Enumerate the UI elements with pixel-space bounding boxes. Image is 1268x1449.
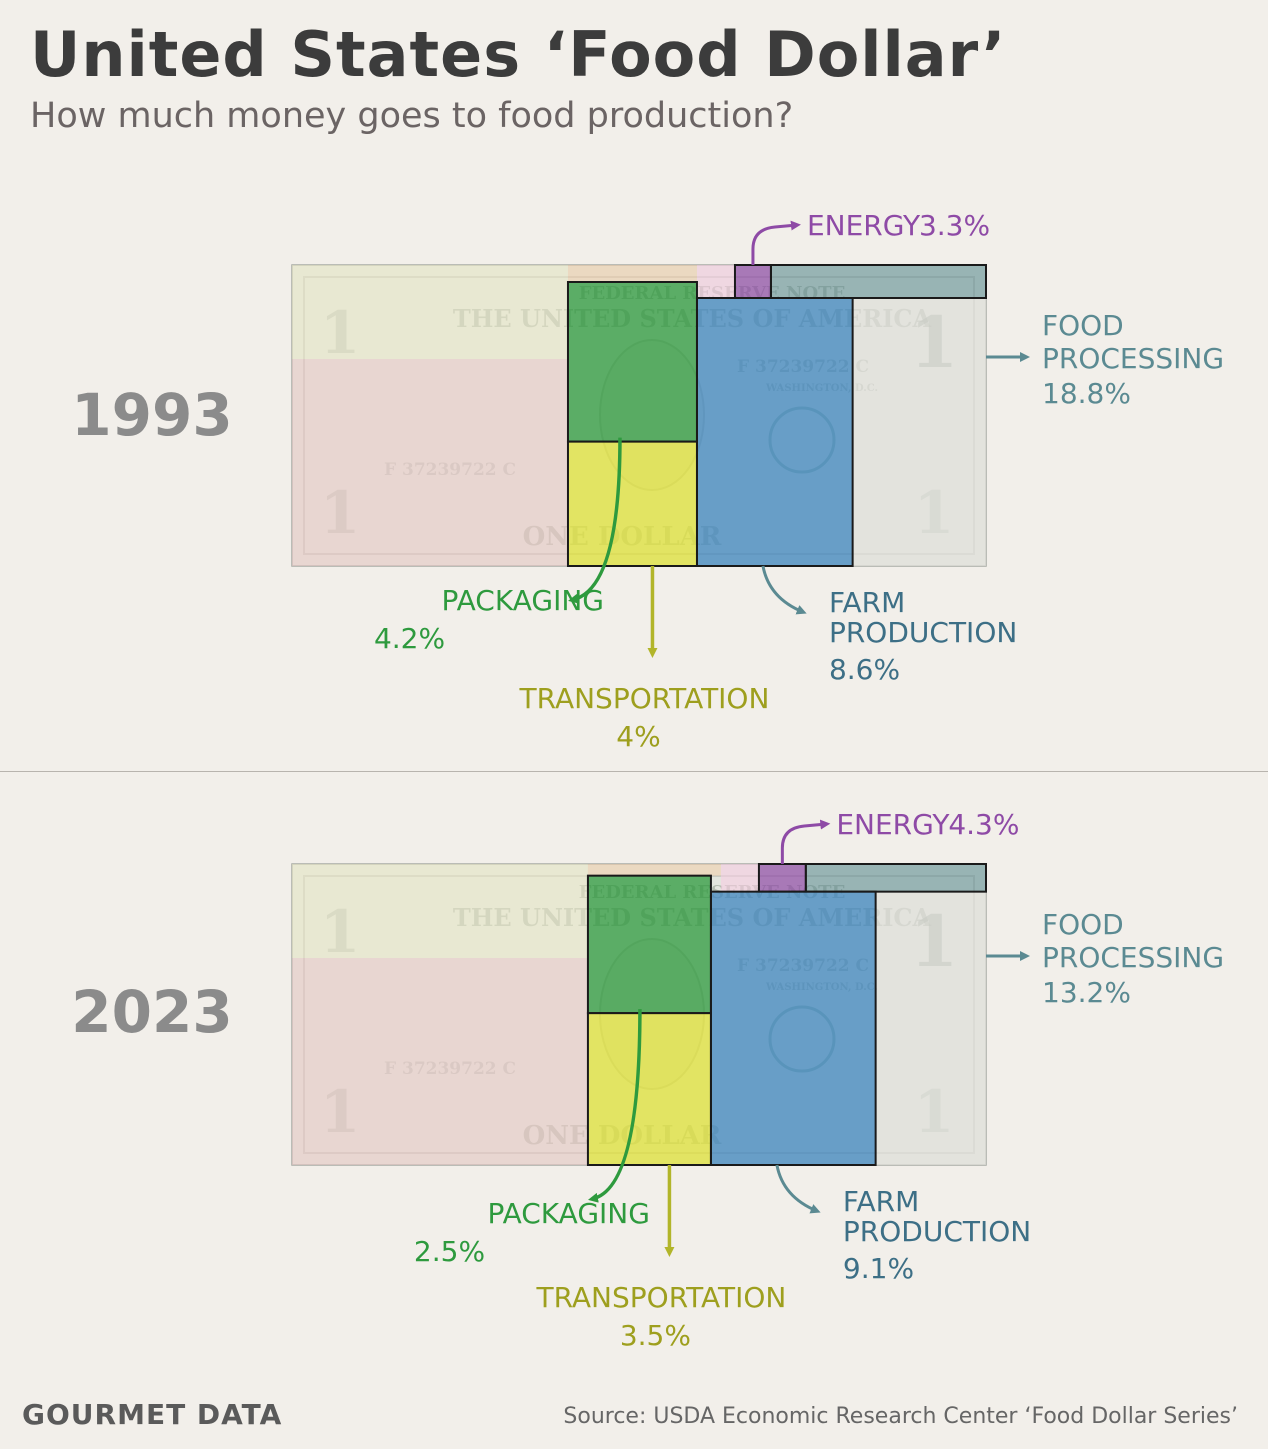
energy-value: 4.3%	[948, 808, 1019, 841]
food-processing-value: 13.2%	[1042, 976, 1131, 1009]
bar-packaging	[566, 281, 698, 443]
energy-arrow	[751, 220, 801, 265]
chart-subtitle: How much money goes to food production?	[30, 96, 794, 136]
bar-transportation	[566, 440, 698, 568]
transportation-value: 4%	[616, 720, 660, 753]
farm-production-value: 8.6%	[829, 653, 900, 686]
year-label: 2023	[71, 978, 232, 1046]
bar-food-processing	[769, 264, 987, 300]
farm-production-label-2: PRODUCTION	[843, 1215, 1031, 1248]
panel-2023: FEDERAL RESERVE NOTETHE UNITED STATES OF…	[71, 808, 1224, 1352]
farm-production-label-1: FARM	[829, 586, 905, 619]
farm-production-arrow	[775, 1164, 821, 1214]
packaging-value: 2.5%	[414, 1235, 485, 1268]
region-fade-lightpink	[696, 265, 735, 299]
packaging-arrow	[588, 1009, 642, 1203]
food-processing-label-2: PROCESSING	[1042, 941, 1224, 974]
bar-energy	[733, 264, 772, 300]
energy-arrow	[780, 819, 831, 864]
energy-value: 3.3%	[919, 209, 990, 242]
packaging-label: PACKAGING	[487, 1197, 649, 1230]
packaging-arrow	[568, 437, 622, 604]
energy-label: ENERGY	[836, 808, 950, 841]
chart-title: United States ‘Food Dollar’	[30, 18, 1007, 91]
region-fade-lightpink	[720, 864, 759, 892]
region-fade-grey	[875, 891, 986, 1165]
farm-production-label-2: PRODUCTION	[829, 616, 1017, 649]
transportation-label: TRANSPORTATION	[535, 1281, 786, 1314]
farm-production-arrow	[761, 565, 807, 615]
packaging-label: PACKAGING	[442, 584, 604, 617]
transportation-value: 3.5%	[620, 1319, 691, 1352]
transportation-label: TRANSPORTATION	[519, 682, 770, 715]
energy-label: ENERGY	[807, 209, 921, 242]
region-fade-pink	[292, 359, 568, 566]
farm-production-value: 9.1%	[843, 1252, 914, 1285]
bar-packaging	[586, 874, 712, 1015]
bar-energy	[757, 863, 807, 893]
food-processing-label-2: PROCESSING	[1042, 342, 1224, 375]
region-fade-yellow	[292, 864, 588, 958]
region-fade-grey	[852, 298, 986, 566]
bar-farm-production	[709, 890, 877, 1166]
year-label: 1993	[71, 381, 232, 449]
bar-food-processing	[804, 863, 987, 893]
section-divider	[0, 771, 1268, 772]
food-processing-label-1: FOOD	[1042, 309, 1124, 342]
farm-production-label-1: FARM	[843, 1185, 919, 1218]
brand-logo: GOURMET DATA	[22, 1398, 283, 1431]
region-fade-peach	[567, 265, 697, 283]
panel-1993: FEDERAL RESERVE NOTETHE UNITED STATES OF…	[71, 209, 1224, 753]
region-fade-pink	[292, 958, 588, 1165]
region-fade-yellow	[292, 265, 568, 359]
bar-farm-production	[695, 297, 854, 567]
food-processing-label-1: FOOD	[1042, 908, 1124, 941]
packaging-value: 4.2%	[374, 622, 445, 655]
source-note: Source: USDA Economic Research Center ‘F…	[563, 1404, 1238, 1429]
bar-transportation	[586, 1012, 712, 1167]
food-processing-value: 18.8%	[1042, 377, 1131, 410]
region-fade-peach	[587, 864, 721, 876]
